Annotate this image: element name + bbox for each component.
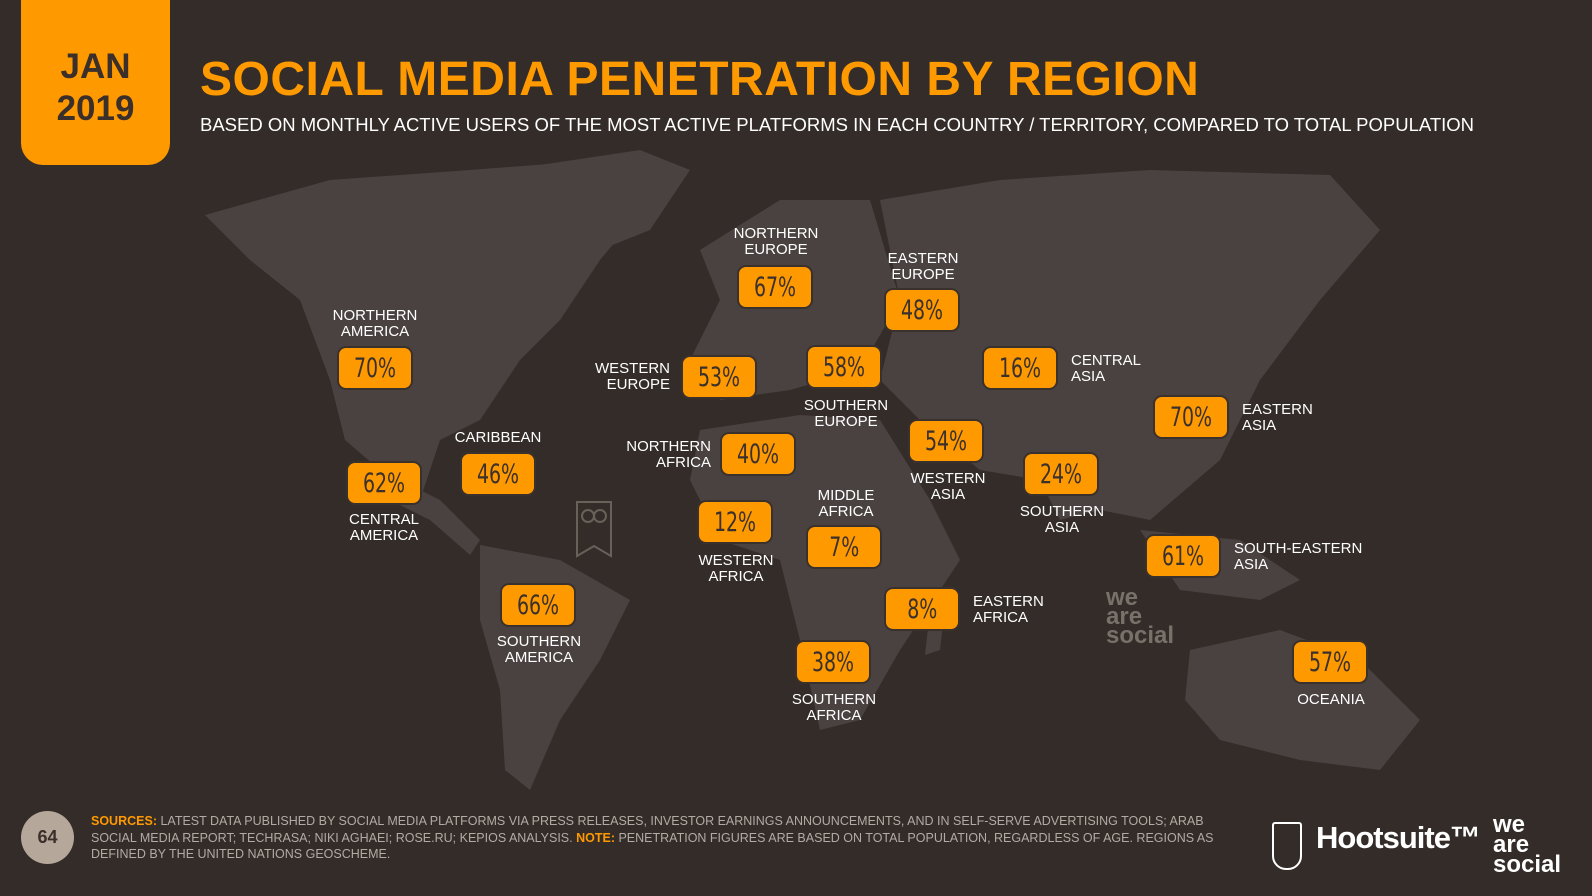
- region-label: WESTERN ASIA: [910, 470, 986, 503]
- region-value-box: 53%: [681, 355, 757, 399]
- greenland-landmass: [540, 150, 690, 250]
- note-label: NOTE:: [576, 830, 615, 845]
- region-label: CENTRAL ASIA: [1071, 352, 1142, 385]
- hootsuite-owl-icon: [1272, 822, 1302, 870]
- region-label: EASTERN AFRICA: [973, 593, 1044, 626]
- region-label: SOUTHERN ASIA: [1019, 503, 1105, 536]
- region-label: EASTERN ASIA: [1242, 401, 1313, 434]
- asia-landmass: [880, 170, 1380, 520]
- region-value-box: 48%: [884, 288, 960, 332]
- region-label: NORTHERN EUROPE: [733, 225, 819, 258]
- note-text: PENETRATION FIGURES ARE BASED ON TOTAL P…: [91, 830, 1214, 862]
- africa-landmass: [690, 415, 960, 730]
- north-america-landmass: [205, 160, 650, 500]
- region-value-box: 66%: [500, 583, 576, 627]
- region-value-box: 7%: [806, 525, 882, 569]
- region-label: WESTERN EUROPE: [595, 360, 670, 393]
- sources-text: LATEST DATA PUBLISHED BY SOCIAL MEDIA PL…: [91, 814, 1204, 845]
- date-badge: JAN 2019: [21, 0, 170, 165]
- region-value-box: 8%: [884, 587, 960, 631]
- region-value-box: 57%: [1292, 640, 1368, 684]
- sources-label: SOURCES:: [91, 814, 157, 828]
- region-label: SOUTHERN AMERICA: [496, 633, 582, 666]
- region-value-box: 54%: [908, 419, 984, 463]
- region-value-box: 16%: [982, 346, 1058, 390]
- region-value-box: 70%: [337, 346, 413, 390]
- page-number: 64: [21, 811, 74, 864]
- region-label: MIDDLE AFRICA: [817, 487, 875, 520]
- footer-sources: SOURCES: LATEST DATA PUBLISHED BY SOCIAL…: [91, 813, 1221, 863]
- region-label: OCEANIA: [1297, 691, 1365, 708]
- region-value-box: 58%: [806, 345, 882, 389]
- page-title: SOCIAL MEDIA PENETRATION BY REGION: [200, 53, 1200, 106]
- region-value-box: 70%: [1153, 395, 1229, 439]
- we-are-social-logo: we are social: [1493, 811, 1562, 878]
- region-value-box: 24%: [1023, 452, 1099, 496]
- region-value-box: 46%: [460, 452, 536, 496]
- region-value-box: 67%: [737, 265, 813, 309]
- region-label: EASTERN EUROPE: [887, 250, 959, 283]
- region-label: SOUTHERN EUROPE: [803, 397, 889, 430]
- region-label: SOUTH-EASTERN ASIA: [1234, 540, 1363, 573]
- region-label: CENTRAL AMERICA: [348, 511, 420, 544]
- date-year: 2019: [56, 88, 135, 128]
- region-value-box: 62%: [346, 461, 422, 505]
- south-america-landmass: [480, 545, 630, 790]
- region-value-box: 61%: [1145, 534, 1221, 578]
- region-label: NORTHERN AFRICA: [626, 438, 711, 471]
- hootsuite-owl-watermark-icon: [576, 501, 612, 558]
- region-label: SOUTHERN AFRICA: [791, 691, 877, 724]
- region-label: WESTERN AFRICA: [698, 552, 774, 585]
- page-subtitle: BASED ON MONTHLY ACTIVE USERS OF THE MOS…: [200, 114, 1475, 135]
- region-label: NORTHERN AMERICA: [332, 307, 418, 340]
- date-month: JAN: [60, 46, 131, 86]
- region-value-box: 38%: [795, 640, 871, 684]
- region-value-box: 40%: [720, 432, 796, 476]
- hootsuite-logo: Hootsuite™: [1316, 820, 1481, 855]
- region-value-box: 12%: [697, 500, 773, 544]
- we-are-social-watermark: we are social: [1106, 584, 1175, 649]
- region-label: CARIBBEAN: [454, 429, 542, 446]
